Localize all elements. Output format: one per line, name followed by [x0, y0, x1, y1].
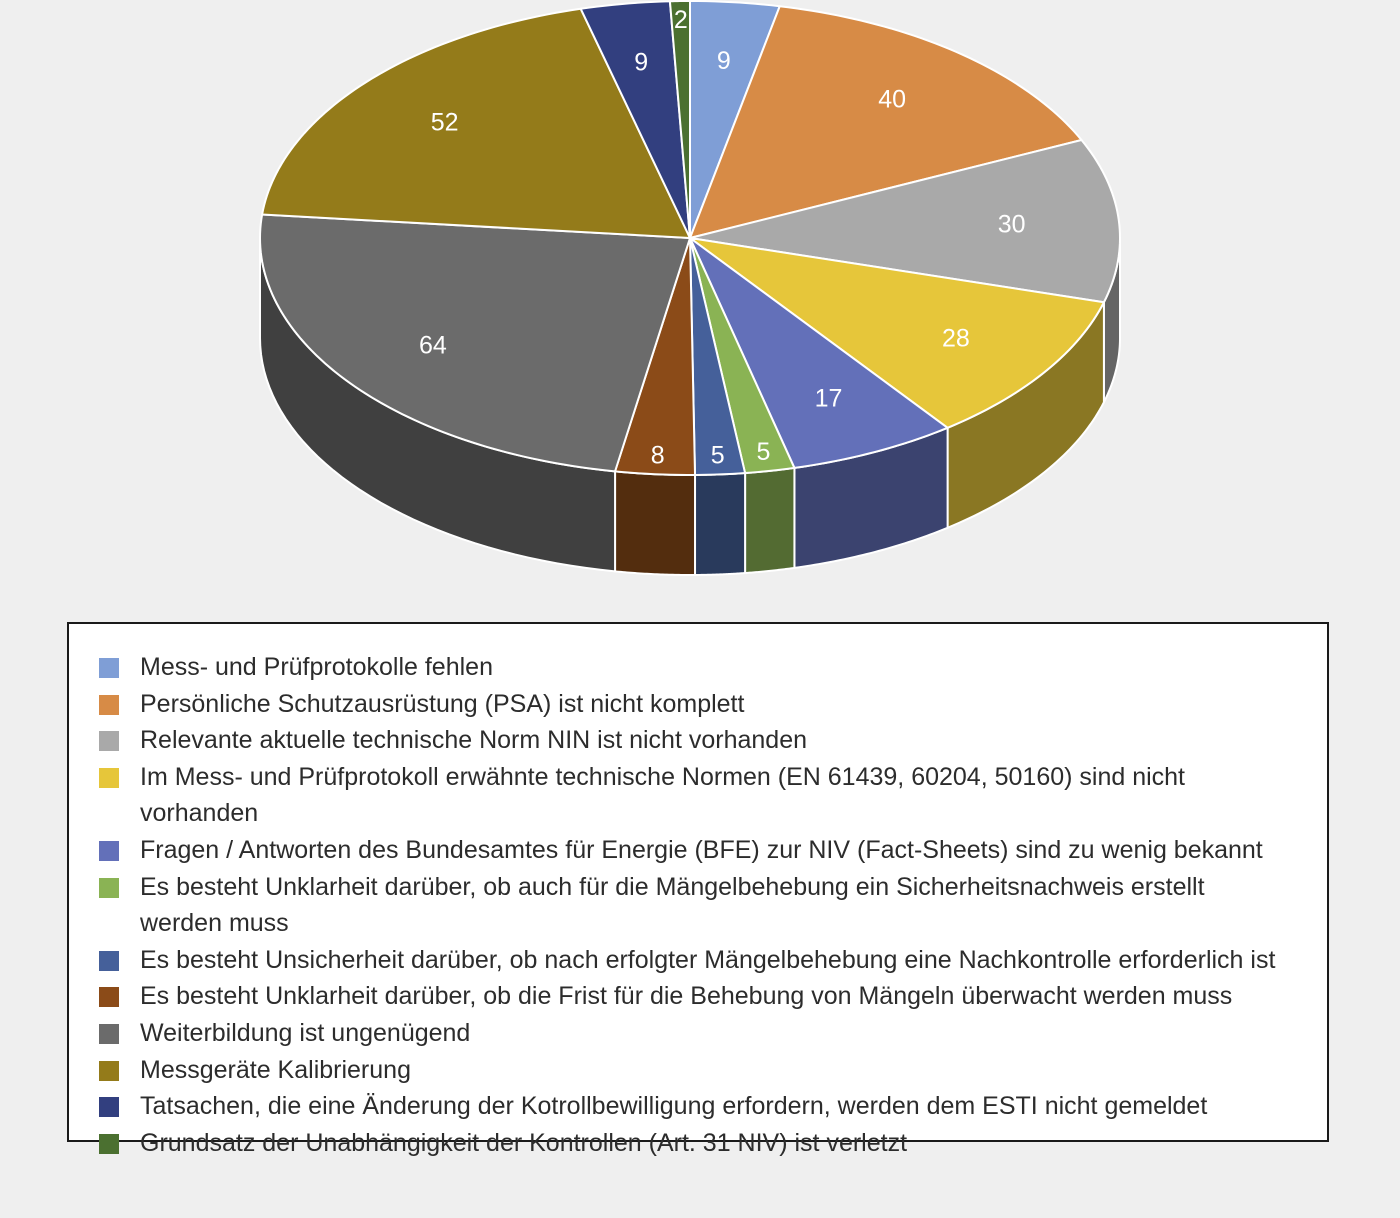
legend-item: Es besteht Unsicherheit darüber, ob nach… [99, 942, 1307, 979]
legend-swatch [99, 950, 119, 971]
data-label-10: 9 [634, 48, 648, 76]
legend-swatch [99, 658, 119, 678]
legend-item: Fragen / Antworten des Bundesamtes für E… [99, 832, 1307, 869]
pie-side-6 [694, 472, 747, 576]
pie-slice-1 [689, 5, 1083, 239]
legend-item: Messgeräte Kalibrierung [99, 1052, 1307, 1089]
legend-label: Messgeräte Kalibrierung [140, 1055, 411, 1084]
legend-item: Relevante aktuelle technische Norm NIN i… [99, 722, 1307, 759]
data-label-1: 40 [878, 86, 906, 114]
pie-slice-4 [689, 237, 949, 469]
legend-swatch [99, 987, 119, 1008]
legend-item: Grundsatz der Unabhängigkeit der Kontrol… [99, 1125, 1307, 1162]
pie-slice-5 [689, 237, 796, 475]
legend-label: Es besteht Unsicherheit darüber, ob nach… [140, 945, 1276, 974]
legend-swatch [99, 767, 119, 788]
legend-swatch [99, 840, 119, 861]
data-label-5: 5 [757, 438, 771, 466]
legend-item: Es besteht Unklarheit darüber, ob auch f… [99, 869, 1307, 942]
legend-swatch [99, 1023, 119, 1044]
pie-slice-10 [579, 0, 691, 239]
data-label-4: 17 [815, 385, 843, 413]
pie-slice-2 [689, 139, 1121, 304]
legend-item: Im Mess- und Prüfprotokoll erwähnte tech… [99, 759, 1307, 832]
data-label-3: 28 [942, 325, 970, 353]
data-label-8: 64 [419, 331, 447, 359]
legend-swatch [99, 1097, 119, 1118]
legend-swatch [99, 877, 119, 898]
pie-slice-9 [261, 7, 691, 239]
legend-swatch [99, 731, 119, 752]
data-label-9: 52 [431, 109, 459, 137]
pie-slice-7 [614, 237, 697, 476]
legend-swatch [99, 1060, 119, 1081]
legend-label: Mess- und Prüfprotokolle fehlen [140, 653, 493, 681]
legend-label: Im Mess- und Prüfprotokoll erwähnte tech… [140, 762, 1186, 828]
data-label-2: 30 [998, 211, 1026, 239]
legend-item: Weiterbildung ist ungenügend [99, 1015, 1307, 1052]
legend-item: Persönliche Schutzausrüstung (PSA) ist n… [99, 686, 1307, 723]
data-label-11: 2 [674, 6, 688, 34]
data-label-0: 9 [717, 47, 731, 75]
pie-side-5 [744, 466, 796, 575]
legend: Mess- und Prüfprotokolle fehlen Persönlic… [67, 622, 1329, 1157]
pie-slice-11 [668, 0, 691, 239]
legend-label: Es besteht Unklarheit darüber, ob die Fr… [140, 982, 1233, 1011]
legend-label: Tatsachen, die eine Änderung der Kotroll… [140, 1092, 1208, 1121]
legend-item: Tatsachen, die eine Änderung der Kotroll… [99, 1088, 1307, 1125]
legend-label: Es besteht Unklarheit darüber, ob auch f… [140, 872, 1205, 938]
legend-item: Es besteht Unklarheit darüber, ob die Fr… [99, 978, 1307, 1015]
legend-label: Grundsatz der Unabhängigkeit der Kontrol… [140, 1128, 908, 1157]
pie-side-7 [614, 470, 697, 576]
legend-swatch [99, 694, 119, 715]
legend-item: Mess- und Prüfprotokolle fehlen [99, 649, 1307, 686]
data-label-7: 8 [651, 441, 665, 469]
legend-label: Persönliche Schutzausrüstung (PSA) ist n… [140, 689, 745, 718]
legend-swatch [99, 1133, 119, 1154]
pie-side-walls [259, 237, 1121, 576]
pie-slice-6 [689, 237, 747, 476]
legend-label: Relevante aktuelle technische Norm NIN i… [140, 726, 808, 755]
legend-label: Weiterbildung ist ungenügend [140, 1018, 471, 1047]
pie-slice-3 [689, 237, 1105, 429]
legend-label: Fragen / Antworten des Bundesamtes für E… [140, 835, 1263, 864]
pie-chart: 9 40 30 28 17 5 5 8 64 52 9 2 [259, 0, 1121, 576]
pie-top [259, 0, 1121, 476]
data-label-6: 5 [711, 442, 725, 470]
pie-slice-8 [259, 213, 691, 473]
